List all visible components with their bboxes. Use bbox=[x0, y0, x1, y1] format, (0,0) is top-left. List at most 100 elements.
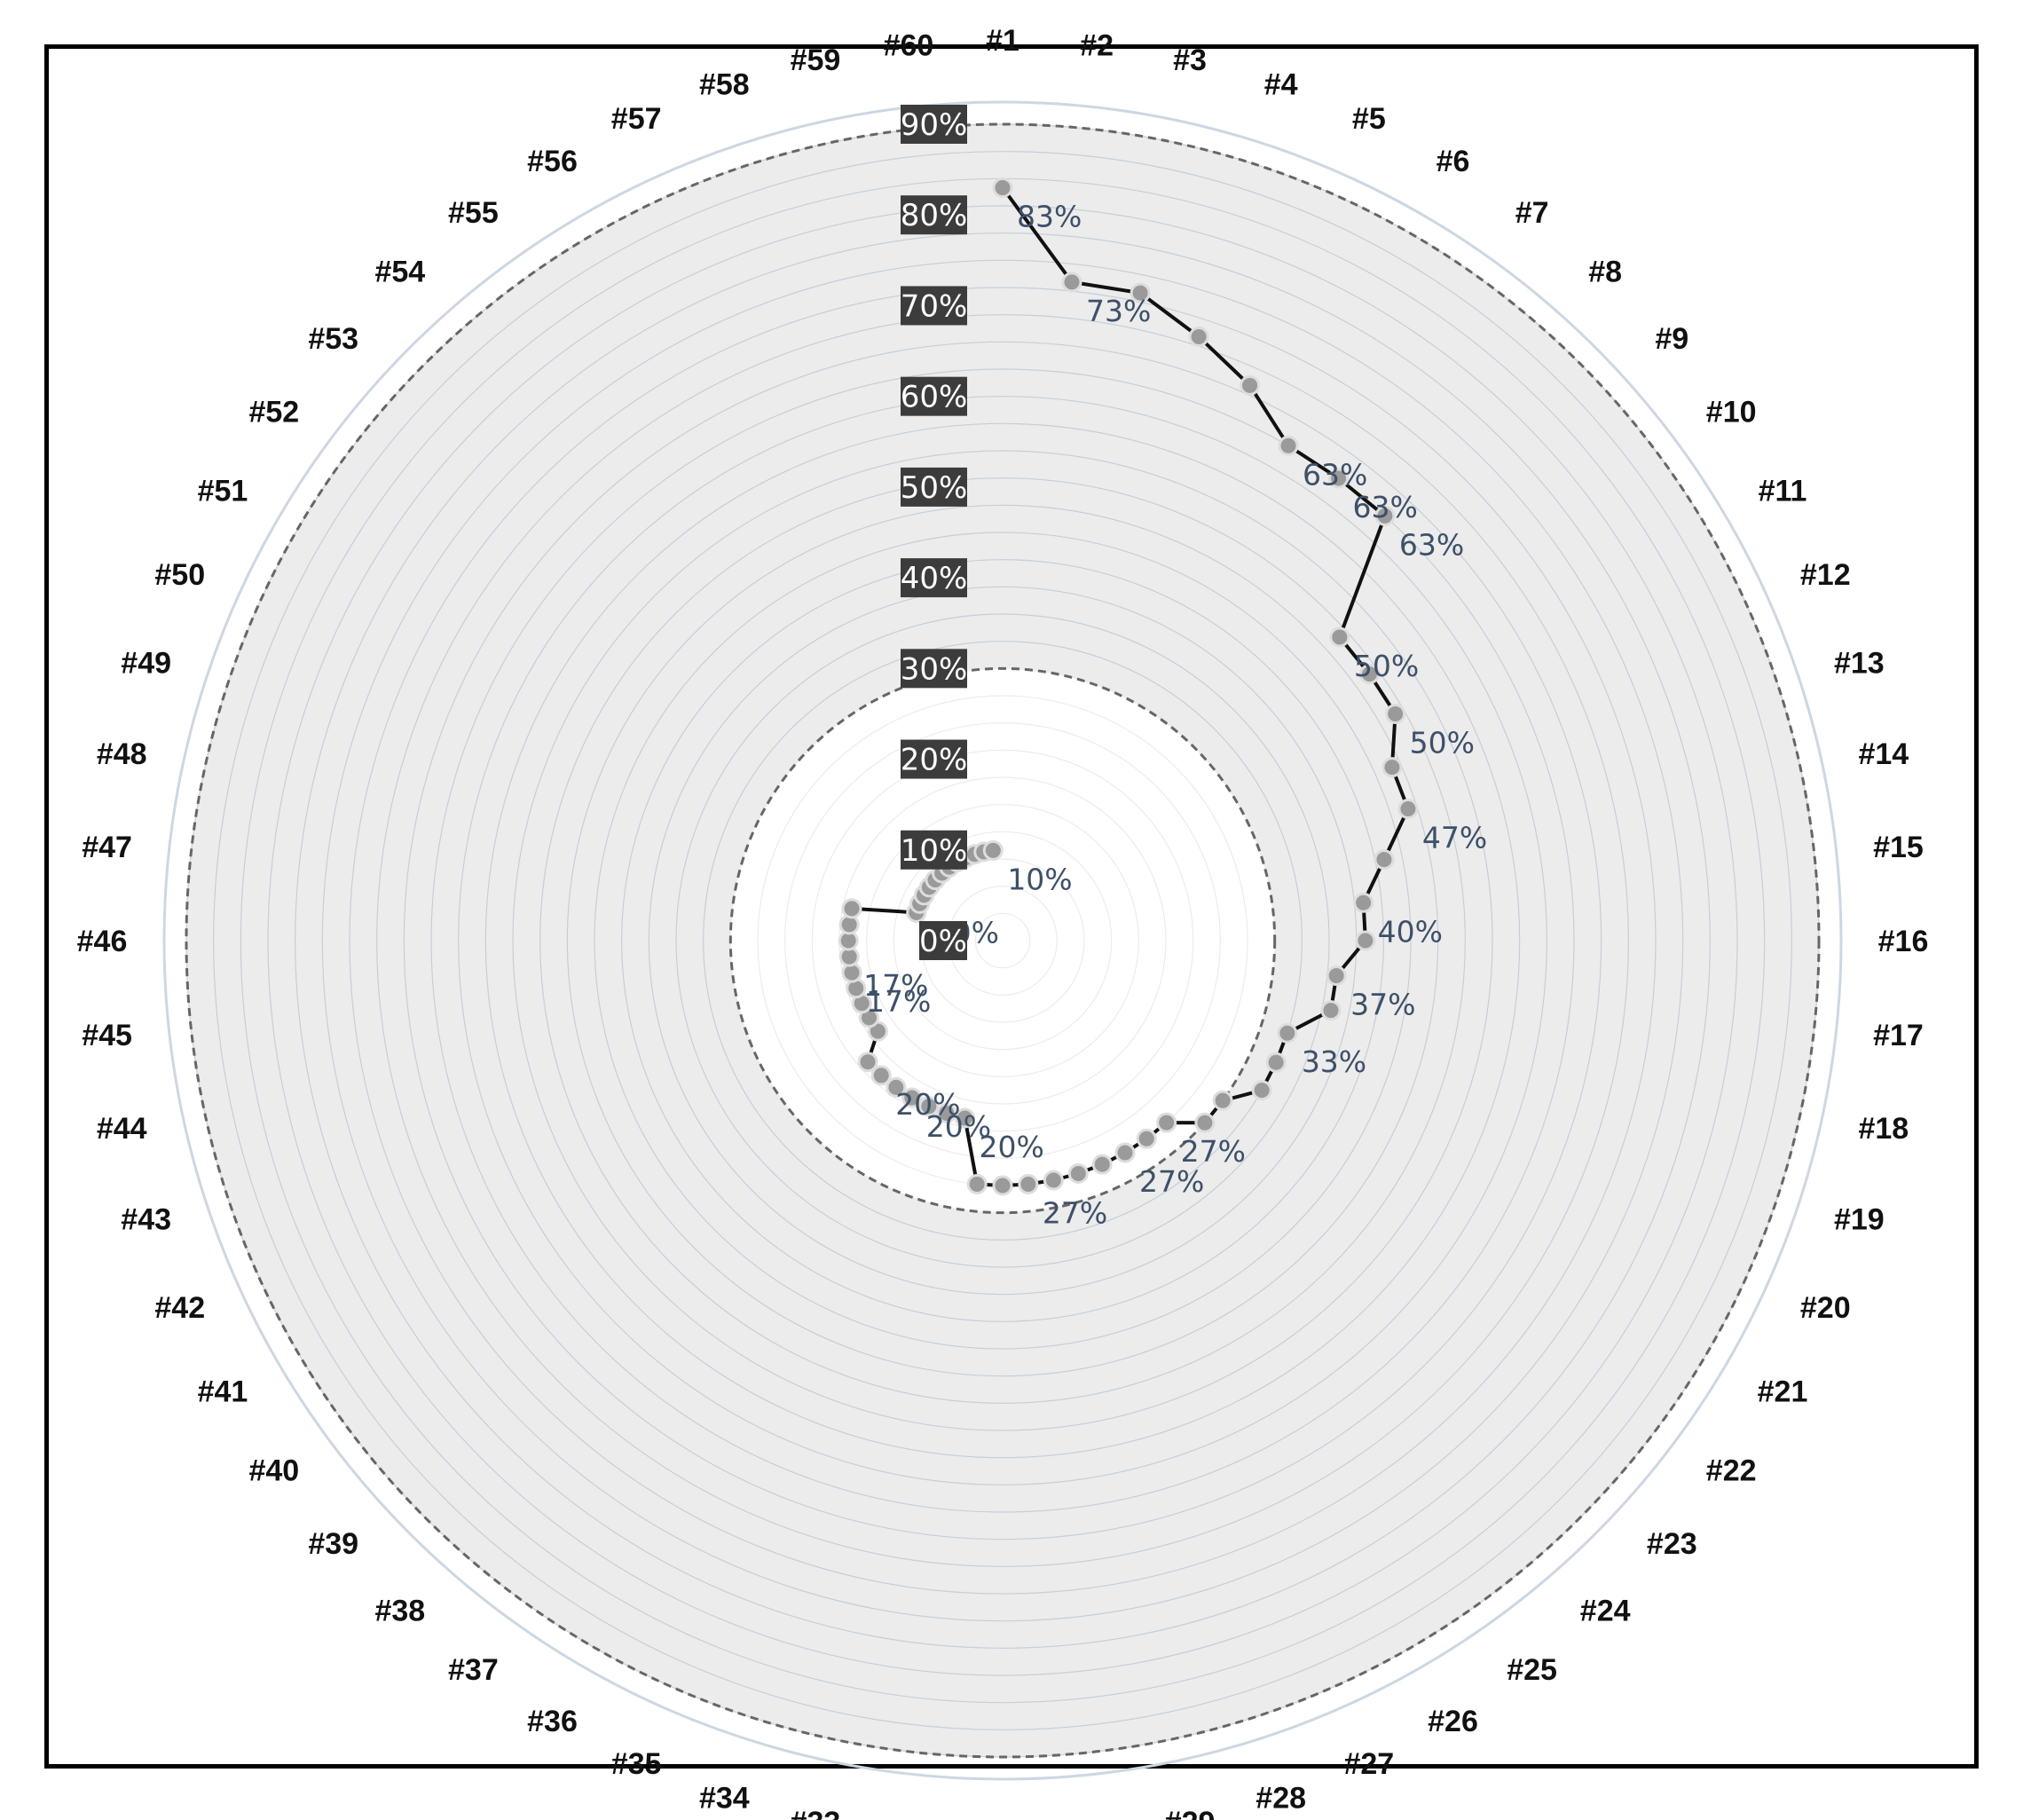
data-point-23 bbox=[1194, 1112, 1216, 1133]
category-label: #22 bbox=[1706, 1454, 1757, 1488]
category-label: #47 bbox=[82, 831, 132, 864]
category-label: #2 bbox=[1080, 29, 1114, 63]
radial-tick-box bbox=[901, 739, 967, 779]
category-label: #58 bbox=[699, 68, 750, 102]
data-point-37 bbox=[886, 1076, 907, 1098]
data-point-10 bbox=[1358, 664, 1380, 685]
data-label-6: 63% bbox=[1303, 457, 1367, 492]
data-point-5 bbox=[1240, 374, 1261, 396]
data-label-8: 63% bbox=[1399, 527, 1464, 562]
radial-tick-label: 70% bbox=[901, 288, 968, 324]
reference-rings bbox=[185, 122, 1821, 1759]
radial-tick-box bbox=[901, 558, 967, 598]
radial-tick-box bbox=[901, 467, 967, 507]
data-label-60: 10% bbox=[1007, 862, 1072, 896]
data-label-24: 27% bbox=[1181, 1134, 1246, 1169]
data-point-1 bbox=[992, 177, 1013, 199]
data-label-1: 83% bbox=[1017, 200, 1082, 234]
data-point-26 bbox=[1114, 1142, 1136, 1163]
radial-tick-label: 10% bbox=[901, 833, 968, 869]
data-point-22 bbox=[1212, 1090, 1233, 1111]
category-label: #42 bbox=[154, 1291, 205, 1325]
data-label-17: 37% bbox=[1350, 988, 1415, 1022]
data-point-21 bbox=[1251, 1080, 1272, 1101]
outer-boundary-circle bbox=[162, 100, 1843, 1781]
radial-tick-label: 40% bbox=[901, 561, 968, 596]
category-label: #8 bbox=[1588, 256, 1622, 289]
data-label-9: 50% bbox=[1354, 649, 1419, 683]
data-point-39 bbox=[857, 1052, 878, 1073]
grid-circle bbox=[974, 912, 1031, 969]
data-label-26: 27% bbox=[1139, 1164, 1204, 1199]
data-point-29 bbox=[1043, 1170, 1064, 1191]
radial-tick-box bbox=[901, 105, 967, 144]
data-point-32 bbox=[966, 1173, 988, 1194]
data-label-44: 17% bbox=[866, 984, 931, 1019]
category-label: #17 bbox=[1873, 1019, 1924, 1052]
category-label: #48 bbox=[97, 737, 147, 771]
grid-circle bbox=[784, 722, 1221, 1159]
radial-tick-box bbox=[919, 921, 967, 960]
data-point-18 bbox=[1320, 1000, 1342, 1021]
data-label-15: 40% bbox=[1378, 914, 1443, 949]
data-point-3 bbox=[1130, 282, 1151, 303]
category-label: #46 bbox=[77, 925, 128, 958]
data-point-12 bbox=[1381, 757, 1403, 778]
category-label: #45 bbox=[82, 1019, 132, 1052]
data-point-13 bbox=[1397, 799, 1419, 820]
radial-tick-label: 50% bbox=[901, 470, 968, 506]
data-point-31 bbox=[992, 1175, 1013, 1196]
data-label-11: 50% bbox=[1410, 725, 1475, 760]
data-point-36 bbox=[901, 1087, 923, 1108]
category-label: #25 bbox=[1507, 1653, 1557, 1687]
grid-circle bbox=[213, 151, 1792, 1730]
data-point-20 bbox=[1265, 1052, 1287, 1073]
category-label: #50 bbox=[154, 558, 205, 592]
category-label: #1 bbox=[986, 24, 1019, 58]
data-label-group: 83%73%63%63%63%50%50%47%40%37%33%27%27%2… bbox=[863, 200, 1487, 1231]
category-label: #27 bbox=[1343, 1747, 1394, 1781]
data-label-38: 20% bbox=[895, 1087, 960, 1122]
category-label: #3 bbox=[1173, 43, 1207, 77]
grid-circle bbox=[458, 396, 1547, 1485]
radial-tick-label: 30% bbox=[901, 651, 968, 687]
data-label-13: 47% bbox=[1422, 821, 1487, 855]
category-label: #20 bbox=[1800, 1291, 1851, 1325]
radial-tick-box bbox=[901, 649, 967, 689]
data-point-48 bbox=[841, 898, 862, 919]
data-point-9 bbox=[1329, 626, 1350, 648]
ring-outer-dashed bbox=[185, 122, 1821, 1759]
category-label: #4 bbox=[1264, 68, 1298, 102]
category-label: #53 bbox=[308, 322, 358, 356]
category-label: #21 bbox=[1758, 1375, 1808, 1409]
data-label-45: 17% bbox=[863, 968, 928, 1003]
radial-tick-group: 0% 10% 20% 30% 40% 50% 60% 70% 80% 90% bbox=[901, 105, 968, 960]
category-label: #16 bbox=[1878, 925, 1929, 958]
data-point-27 bbox=[1091, 1154, 1113, 1175]
radial-tick-label: 20% bbox=[901, 743, 968, 778]
data-point-7 bbox=[1328, 468, 1350, 489]
data-point-16 bbox=[1355, 930, 1376, 951]
shaded-band bbox=[162, 100, 1843, 1781]
data-point-4 bbox=[1188, 326, 1209, 347]
radial-tick-box bbox=[901, 830, 967, 870]
category-label: #44 bbox=[97, 1112, 147, 1146]
radial-tick-box bbox=[901, 376, 967, 416]
grid-circle bbox=[675, 613, 1330, 1268]
grid-circle bbox=[811, 749, 1194, 1132]
category-label: #35 bbox=[611, 1747, 662, 1781]
grid-circle bbox=[295, 232, 1711, 1649]
grid-circle bbox=[376, 314, 1629, 1567]
radial-tick-label: 90% bbox=[901, 107, 968, 143]
grid-circle bbox=[321, 259, 1684, 1622]
category-label: #49 bbox=[121, 646, 171, 680]
category-label: #19 bbox=[1834, 1203, 1885, 1237]
category-label: #51 bbox=[198, 475, 248, 508]
radial-tick-box bbox=[901, 195, 967, 235]
data-label-36: 20% bbox=[926, 1109, 991, 1144]
category-label: #12 bbox=[1800, 558, 1851, 592]
data-point-14 bbox=[1374, 849, 1395, 871]
category-label: #57 bbox=[611, 102, 662, 136]
data-point-19 bbox=[1277, 1022, 1298, 1044]
category-label: #41 bbox=[198, 1375, 248, 1409]
